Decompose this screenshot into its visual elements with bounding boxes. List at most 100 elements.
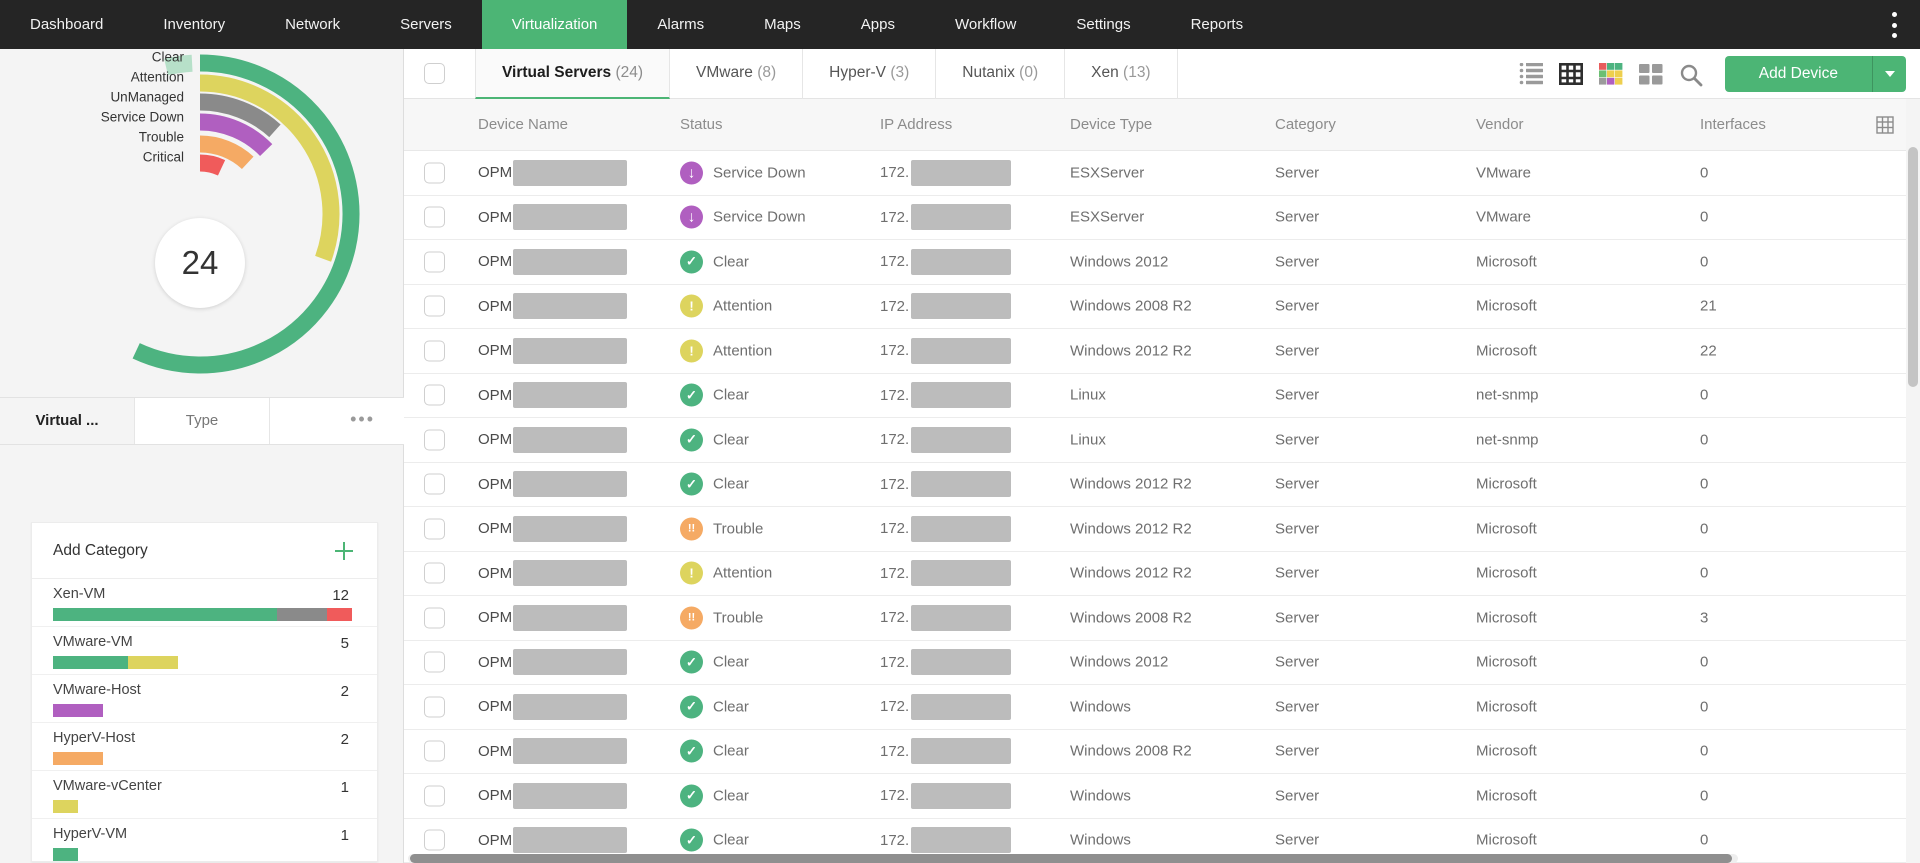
nav-item-inventory[interactable]: Inventory [163, 16, 226, 33]
table-row[interactable]: OPM!! Trouble 172. Windows 2008 R2 Server Mic… [404, 596, 1920, 641]
nav-item-dashboard[interactable]: Dashboard [30, 16, 104, 33]
table-row[interactable]: OPM ✓ Clear 172. Windows 2012 R2 Server Micros… [404, 462, 1920, 507]
ip-prefix: 172. [880, 653, 910, 671]
row-checkbox[interactable] [424, 829, 445, 851]
nav-item-workflow[interactable]: Workflow [954, 16, 1017, 33]
row-checkbox[interactable] [424, 651, 445, 673]
device-type-cell: Linux [1070, 431, 1106, 449]
category-item-hyperv-vm[interactable]: HyperV-VM 1 [32, 819, 377, 863]
table-row[interactable]: OPM ✓ Clear 172. Windows 2008 R2 Server Micros… [404, 729, 1920, 774]
device-type-cell: Windows 2012 R2 [1070, 564, 1192, 582]
nav-item-virtualization[interactable]: Virtualization [481, 0, 628, 49]
legend-label-critical: Critical [142, 149, 184, 165]
table-row[interactable]: OPM ✓ Clear 172. Windows Server Microsoft 0 [404, 774, 1920, 819]
vertical-scrollbar-thumb[interactable] [1908, 147, 1918, 387]
table-row[interactable]: OPM ✓ Clear 172. Linux Server net-snmp 0 [404, 418, 1920, 463]
status-label: Trouble [713, 520, 764, 538]
row-checkbox[interactable] [424, 785, 445, 807]
sidebar-tabs-more-icon[interactable]: ••• [350, 409, 375, 429]
status-icon-trouble: !! [680, 606, 703, 630]
search-icon[interactable] [1679, 63, 1703, 87]
device-name-prefix: OPM [478, 253, 513, 271]
category-count: 1 [340, 779, 349, 796]
tab-xen[interactable]: Xen (13) [1065, 49, 1178, 99]
ip-prefix: 172. [880, 386, 910, 404]
card-view-icon[interactable] [1638, 63, 1663, 85]
main-content: Virtual Servers (24) VMware (8) Hyper-V (3… [404, 49, 1920, 863]
device-type-cell: Windows [1070, 787, 1131, 805]
table-row[interactable]: OPM! Attention 172. Windows 2008 R2 Server Mi… [404, 284, 1920, 329]
category-item-vmware-host[interactable]: VMware-Host 2 [32, 675, 377, 723]
row-checkbox[interactable] [424, 696, 445, 718]
device-name-prefix: OPM [478, 609, 513, 627]
horizontal-scrollbar [408, 854, 1738, 863]
ip-address-cell: 172. [880, 604, 1012, 631]
device-type-cell: Windows 2012 R2 [1070, 520, 1192, 538]
vertical-scrollbar [1906, 99, 1920, 863]
row-checkbox[interactable] [424, 206, 445, 228]
table-row[interactable]: OPM ✓ Clear 172. Windows 2012 Server Microsoft… [404, 640, 1920, 685]
category-item-xen-vm[interactable]: Xen-VM 12 [32, 579, 377, 627]
category-item-vmware-vm[interactable]: VMware-VM 5 [32, 627, 377, 675]
nav-item-servers[interactable]: Servers [400, 16, 452, 33]
ip-address-cell: 172. [880, 293, 1012, 320]
ip-address-cell: 172. [880, 560, 1012, 587]
nav-item-maps[interactable]: Maps [764, 16, 801, 33]
table-row[interactable]: OPM! Attention 172. Windows 2012 R2 Server Mi… [404, 551, 1920, 596]
table-row[interactable]: OPM ✓ Clear 172. Windows Server Microsoft 0 [404, 685, 1920, 730]
row-checkbox[interactable] [424, 429, 445, 451]
donut-arcs [132, 54, 360, 374]
nav-item-alarms[interactable]: Alarms [657, 16, 705, 33]
row-checkbox[interactable] [424, 251, 445, 273]
nav-item-network[interactable]: Network [285, 16, 341, 33]
sidebar-tab-type[interactable]: Type [135, 398, 270, 444]
horizontal-scrollbar-thumb[interactable] [410, 854, 1732, 863]
device-name-prefix: OPM [478, 787, 513, 805]
row-checkbox-cell [424, 206, 445, 228]
category-item-hyperv-host[interactable]: HyperV-Host 2 [32, 723, 377, 771]
add-device-button[interactable]: Add Device [1724, 56, 1906, 92]
table-row[interactable]: OPM!! Trouble 172. Windows 2012 R2 Server Mic… [404, 507, 1920, 552]
row-checkbox[interactable] [424, 384, 445, 406]
row-checkbox[interactable] [424, 162, 445, 184]
row-checkbox[interactable] [424, 518, 445, 540]
tab-hyper-v[interactable]: Hyper-V (3) [803, 49, 937, 99]
table-row[interactable]: OPM ↓ Service Down 172. ESXServer Server VMwar… [404, 195, 1920, 240]
tab-virtual-servers[interactable]: Virtual Servers (24) [475, 49, 671, 99]
select-all-checkbox[interactable] [424, 63, 445, 84]
status-label: Clear [713, 386, 749, 404]
table-view-icon[interactable] [1558, 62, 1583, 85]
nav-item-apps[interactable]: Apps [860, 16, 895, 33]
ip-prefix: 172. [880, 742, 910, 760]
tab-nutanix[interactable]: Nutanix (0) [936, 49, 1066, 99]
list-view-icon[interactable] [1519, 62, 1543, 85]
interfaces-cell: 0 [1700, 742, 1709, 760]
row-checkbox[interactable] [424, 295, 445, 317]
row-checkbox[interactable] [424, 340, 445, 362]
table-row[interactable]: OPM ✓ Clear 172. Linux Server net-snmp 0 [404, 373, 1920, 418]
nav-item-reports[interactable]: Reports [1190, 16, 1244, 33]
ip-redaction [911, 515, 1012, 542]
ip-address-cell: 172. [880, 827, 1012, 854]
category-item-vmware-vcenter[interactable]: VMware-vCenter 1 [32, 771, 377, 819]
ip-prefix: 172. [880, 787, 910, 805]
add-category-plus-icon[interactable] [335, 541, 353, 560]
column-chooser-icon[interactable] [1876, 116, 1894, 134]
table-row[interactable]: OPM ↓ Service Down 172. ESXServer Server VMwar… [404, 151, 1920, 196]
row-checkbox[interactable] [424, 607, 445, 629]
row-checkbox[interactable] [424, 740, 445, 762]
table-row[interactable]: OPM ✓ Clear 172. Windows 2012 Server Microsoft… [404, 240, 1920, 285]
heatmap-view-icon[interactable] [1598, 63, 1623, 85]
device-name-cell: OPM [478, 604, 628, 631]
status-icon-clear: ✓ [680, 784, 703, 808]
nav-overflow-kebab-icon[interactable] [1886, 12, 1902, 38]
tab-label: Xen [1091, 64, 1119, 81]
sidebar-tab-virtual[interactable]: Virtual ... [0, 398, 135, 444]
row-checkbox[interactable] [424, 473, 445, 495]
row-checkbox[interactable] [424, 562, 445, 584]
ip-prefix: 172. [880, 520, 910, 538]
add-device-dropdown-arrow[interactable] [1872, 56, 1906, 92]
nav-item-settings[interactable]: Settings [1076, 16, 1131, 33]
table-row[interactable]: OPM! Attention 172. Windows 2012 R2 Server Mi… [404, 329, 1920, 374]
tab-vmware[interactable]: VMware (8) [670, 49, 804, 99]
